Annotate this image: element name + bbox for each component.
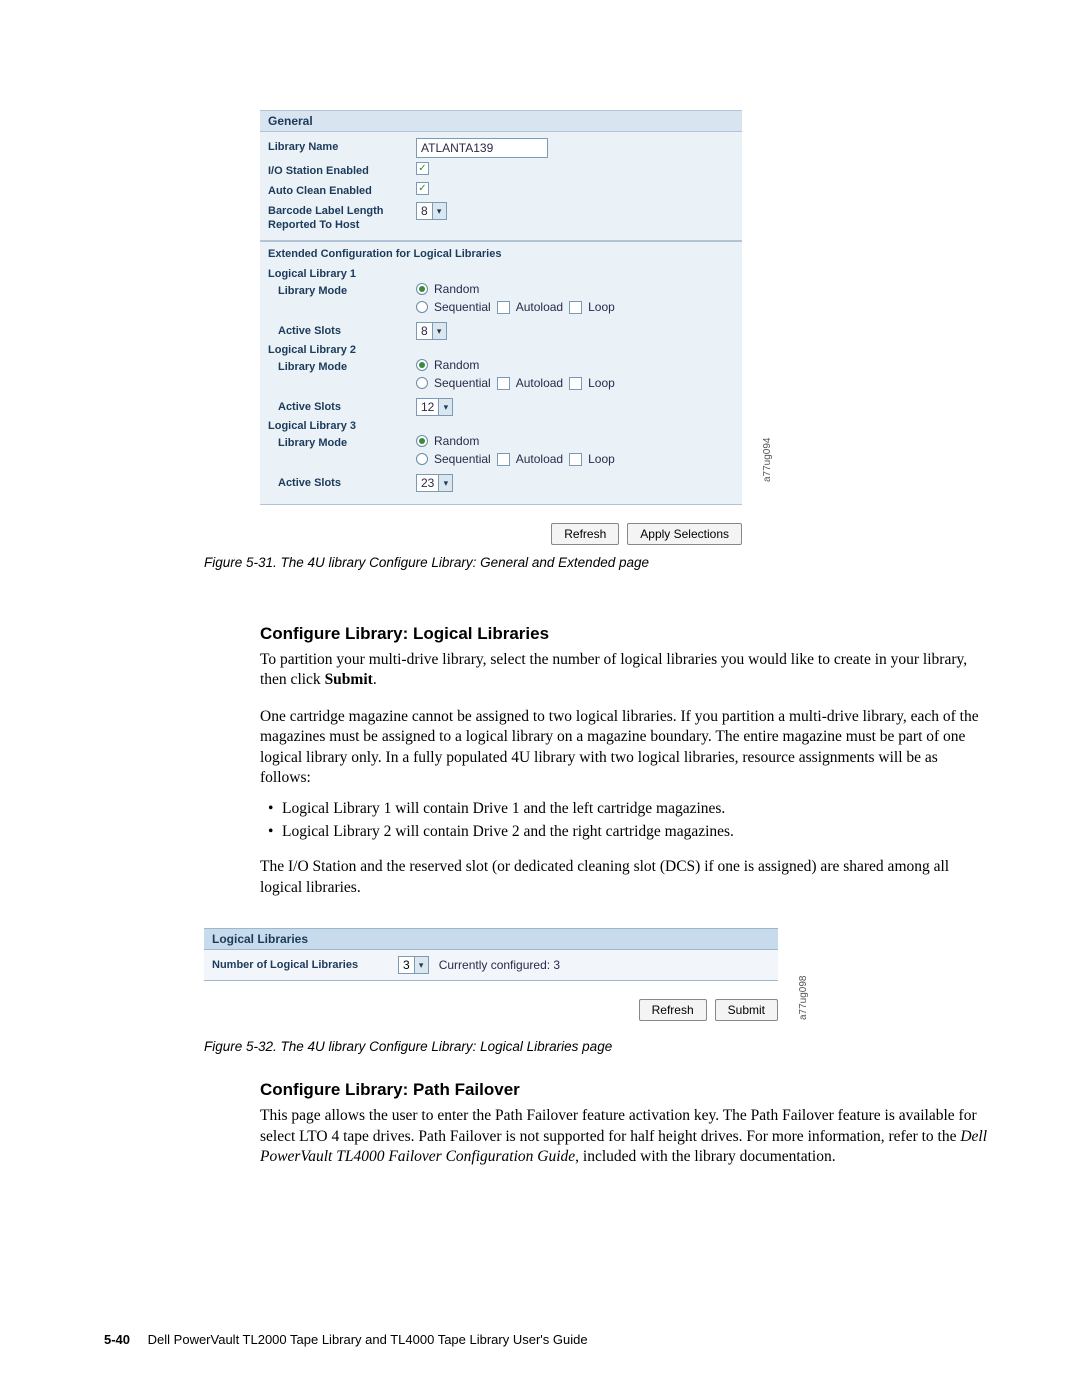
ll2-random-radio[interactable] [416, 359, 428, 371]
ll2-loop-label: Loop [588, 376, 615, 390]
num-ll-label: Number of Logical Libraries [212, 956, 398, 972]
ll1-active-slots-value: 8 [417, 324, 432, 338]
auto-clean-label: Auto Clean Enabled [268, 182, 416, 198]
section2-p1a: This page allows the user to enter the P… [260, 1107, 977, 1144]
section1-p1c: . [373, 671, 377, 688]
refresh-button[interactable]: Refresh [551, 523, 619, 545]
ll2-active-slots-label: Active Slots [268, 398, 416, 414]
section1-para2: One cartridge magazine cannot be assigne… [260, 707, 990, 789]
page-number: 5-40 [104, 1332, 130, 1347]
library-name-label: Library Name [268, 138, 416, 154]
section1-li1: Logical Library 1 will contain Drive 1 a… [268, 797, 990, 820]
ll2-autoload-checkbox[interactable] [497, 377, 510, 390]
ll2-sequential-radio[interactable] [416, 377, 428, 389]
path-failover-heading: Configure Library: Path Failover [260, 1080, 990, 1100]
logical-library-1-header: Logical Library 1 [260, 266, 742, 280]
ll2-active-slots-select[interactable]: 12 ▾ [416, 398, 453, 416]
io-station-checkbox[interactable]: ✓ [416, 162, 429, 175]
logical-library-3-header: Logical Library 3 [260, 418, 742, 432]
general-extended-panel: General Library Name ATLANTA139 I/O Stat… [260, 110, 742, 545]
ll1-active-slots-select[interactable]: 8 ▾ [416, 322, 447, 340]
section1-li2: Logical Library 2 will contain Drive 2 a… [268, 820, 990, 843]
ll3-mode-label: Library Mode [268, 434, 416, 450]
extended-body: Logical Library 1 Library Mode Random Se… [260, 262, 742, 505]
figure2-caption: Figure 5-32. The 4U library Configure Li… [204, 1039, 990, 1054]
section1-p1b: Submit [325, 671, 373, 688]
refresh-button-2[interactable]: Refresh [639, 999, 707, 1021]
figure1-caption: Figure 5-31. The 4U library Configure Li… [204, 555, 990, 570]
ll1-random-label: Random [434, 282, 479, 296]
ll2-mode-label: Library Mode [268, 358, 416, 374]
ll2-sequential-label: Sequential [434, 376, 491, 390]
ll3-active-slots-select[interactable]: 23 ▾ [416, 474, 453, 492]
ll1-loop-checkbox[interactable] [569, 301, 582, 314]
chevron-down-icon: ▾ [438, 475, 452, 491]
ll3-random-label: Random [434, 434, 479, 448]
auto-clean-checkbox[interactable]: ✓ [416, 182, 429, 195]
ll2-random-label: Random [434, 358, 479, 372]
io-station-label: I/O Station Enabled [268, 162, 416, 178]
currently-configured-text: Currently configured: 3 [439, 958, 560, 972]
ll1-autoload-checkbox[interactable] [497, 301, 510, 314]
section2-para1: This page allows the user to enter the P… [260, 1106, 990, 1167]
ll3-loop-checkbox[interactable] [569, 453, 582, 466]
footer-title: Dell PowerVault TL2000 Tape Library and … [148, 1332, 588, 1347]
ll2-active-slots-value: 12 [417, 400, 438, 414]
apply-selections-button[interactable]: Apply Selections [627, 523, 742, 545]
ll3-loop-label: Loop [588, 452, 615, 466]
chevron-down-icon: ▾ [438, 399, 452, 415]
section2-p1c: , included with the library documentatio… [575, 1148, 835, 1165]
ll3-active-slots-label: Active Slots [268, 474, 416, 490]
logical-libraries-panel: Logical Libraries Number of Logical Libr… [204, 928, 778, 1021]
num-ll-value: 3 [399, 958, 414, 972]
ll2-autoload-label: Autoload [516, 376, 563, 390]
ll1-active-slots-label: Active Slots [268, 322, 416, 338]
chevron-down-icon: ▾ [414, 957, 428, 973]
ll3-sequential-label: Sequential [434, 452, 491, 466]
num-ll-select[interactable]: 3 ▾ [398, 956, 429, 974]
ll1-mode-label: Library Mode [268, 282, 416, 298]
figure1-side-tag: a77ug094 [762, 438, 773, 483]
figure2-side-tag: a77ug098 [798, 976, 809, 1021]
section1-para1: To partition your multi-drive library, s… [260, 650, 990, 691]
ll1-random-radio[interactable] [416, 283, 428, 295]
ll2-loop-checkbox[interactable] [569, 377, 582, 390]
submit-button[interactable]: Submit [715, 999, 778, 1021]
ll1-sequential-radio[interactable] [416, 301, 428, 313]
ll3-active-slots-value: 23 [417, 476, 438, 490]
ll3-autoload-checkbox[interactable] [497, 453, 510, 466]
extended-config-header: Extended Configuration for Logical Libra… [260, 241, 742, 262]
ll1-sequential-label: Sequential [434, 300, 491, 314]
page-footer: 5-40 Dell PowerVault TL2000 Tape Library… [104, 1332, 588, 1347]
chevron-down-icon: ▾ [432, 323, 446, 339]
general-body: Library Name ATLANTA139 I/O Station Enab… [260, 132, 742, 241]
chevron-down-icon: ▾ [432, 203, 446, 219]
ll3-autoload-label: Autoload [516, 452, 563, 466]
ll1-autoload-label: Autoload [516, 300, 563, 314]
section1-para3: The I/O Station and the reserved slot (o… [260, 857, 990, 898]
general-header: General [260, 110, 742, 132]
library-name-input[interactable]: ATLANTA139 [416, 138, 548, 158]
ll1-loop-label: Loop [588, 300, 615, 314]
logical-libraries-heading: Configure Library: Logical Libraries [260, 624, 990, 644]
section1-list: Logical Library 1 will contain Drive 1 a… [268, 797, 990, 844]
barcode-label: Barcode Label Length Reported To Host [268, 202, 416, 232]
ll-panel-header: Logical Libraries [204, 928, 778, 950]
ll3-sequential-radio[interactable] [416, 453, 428, 465]
barcode-select-value: 8 [417, 204, 432, 218]
ll3-random-radio[interactable] [416, 435, 428, 447]
barcode-select[interactable]: 8 ▾ [416, 202, 447, 220]
logical-library-2-header: Logical Library 2 [260, 342, 742, 356]
